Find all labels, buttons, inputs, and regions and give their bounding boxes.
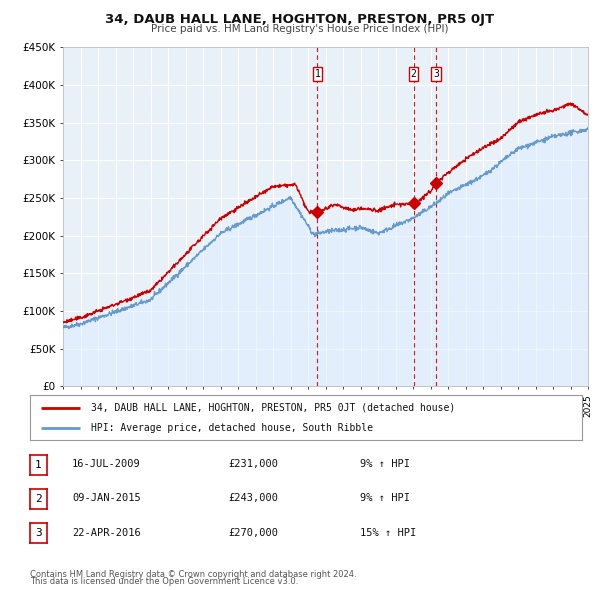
Text: 16-JUL-2009: 16-JUL-2009 bbox=[72, 459, 141, 469]
Text: £243,000: £243,000 bbox=[228, 493, 278, 503]
Text: 3: 3 bbox=[433, 68, 439, 78]
Text: HPI: Average price, detached house, South Ribble: HPI: Average price, detached house, Sout… bbox=[91, 424, 373, 434]
Text: Price paid vs. HM Land Registry's House Price Index (HPI): Price paid vs. HM Land Registry's House … bbox=[151, 24, 449, 34]
Text: 34, DAUB HALL LANE, HOGHTON, PRESTON, PR5 0JT (detached house): 34, DAUB HALL LANE, HOGHTON, PRESTON, PR… bbox=[91, 403, 455, 412]
Text: Contains HM Land Registry data © Crown copyright and database right 2024.: Contains HM Land Registry data © Crown c… bbox=[30, 571, 356, 579]
Text: 3: 3 bbox=[35, 529, 42, 538]
Text: 1: 1 bbox=[314, 68, 320, 78]
Text: £231,000: £231,000 bbox=[228, 459, 278, 469]
Text: 2: 2 bbox=[35, 494, 42, 504]
Text: 1: 1 bbox=[35, 460, 42, 470]
Text: This data is licensed under the Open Government Licence v3.0.: This data is licensed under the Open Gov… bbox=[30, 578, 298, 586]
Text: 09-JAN-2015: 09-JAN-2015 bbox=[72, 493, 141, 503]
Text: 34, DAUB HALL LANE, HOGHTON, PRESTON, PR5 0JT: 34, DAUB HALL LANE, HOGHTON, PRESTON, PR… bbox=[106, 13, 494, 26]
Text: £270,000: £270,000 bbox=[228, 527, 278, 537]
Text: 22-APR-2016: 22-APR-2016 bbox=[72, 527, 141, 537]
Text: 9% ↑ HPI: 9% ↑ HPI bbox=[360, 493, 410, 503]
Text: 2: 2 bbox=[410, 68, 416, 78]
Text: 15% ↑ HPI: 15% ↑ HPI bbox=[360, 527, 416, 537]
Text: 9% ↑ HPI: 9% ↑ HPI bbox=[360, 459, 410, 469]
